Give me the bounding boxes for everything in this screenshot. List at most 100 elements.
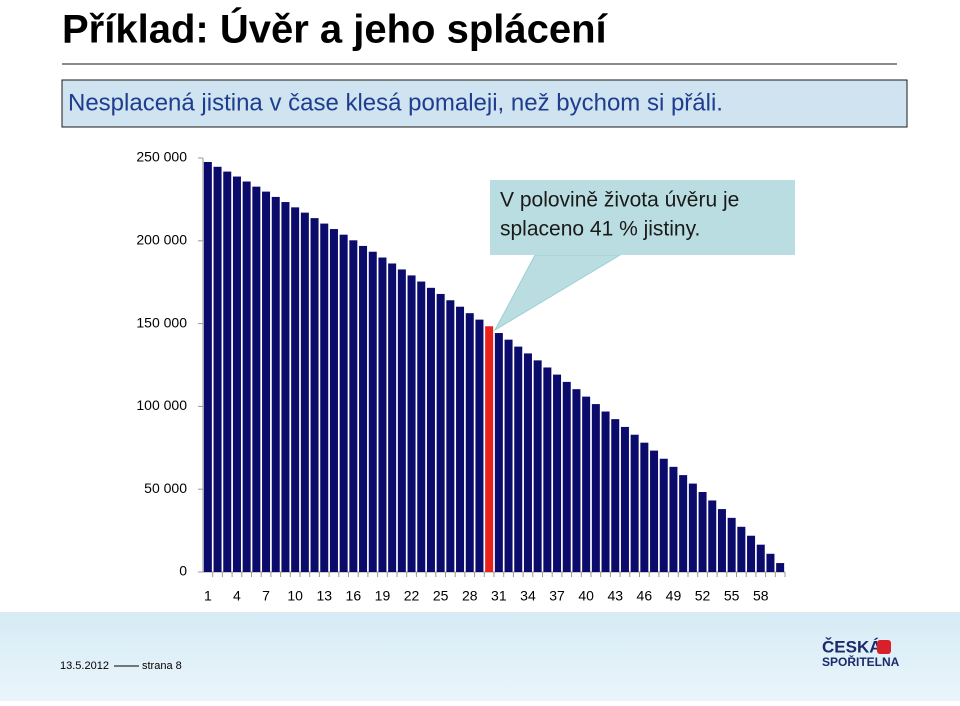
bar — [223, 171, 232, 572]
x-tick-label: 1 — [204, 588, 212, 604]
callout-line: splaceno 41 % jistiny. — [500, 218, 700, 241]
bar — [262, 191, 271, 572]
bar — [456, 306, 465, 572]
bar — [553, 374, 562, 572]
bar — [601, 411, 610, 572]
bar — [388, 263, 397, 572]
bar — [368, 251, 377, 572]
logo-line1: ČESKÁ — [822, 637, 882, 656]
plot: 0 50 000 100 000 150 000 200 000 250 000 1 4 7 10… — [136, 149, 786, 604]
x-tick-label: 58 — [753, 588, 769, 604]
bar — [320, 223, 329, 572]
y-tick-label: 100 000 — [136, 397, 187, 413]
bar — [485, 326, 494, 572]
x-tick-label: 28 — [462, 588, 478, 604]
bar — [708, 500, 717, 572]
bar — [300, 212, 309, 572]
bar — [650, 450, 659, 572]
x-tick-label: 4 — [233, 588, 241, 604]
bar — [436, 293, 445, 572]
x-tick-label: 19 — [375, 588, 391, 604]
bar — [727, 517, 736, 572]
bar — [291, 207, 300, 572]
x-tick-label: 49 — [666, 588, 682, 604]
bar — [688, 483, 697, 572]
bar — [407, 275, 416, 572]
logo-icon — [877, 640, 891, 654]
bar — [329, 229, 338, 572]
x-tick-label: 7 — [262, 588, 270, 604]
bar — [562, 381, 571, 572]
x-tick-label: 22 — [404, 588, 420, 604]
bar — [698, 492, 707, 572]
x-tick-label: 52 — [695, 588, 711, 604]
bar — [417, 281, 426, 572]
bar — [582, 396, 591, 572]
x-tick-label: 25 — [433, 588, 449, 604]
bar — [252, 186, 261, 572]
bar — [523, 353, 532, 572]
bar — [756, 544, 765, 572]
callout-box — [490, 180, 795, 255]
x-tick-label: 34 — [520, 588, 536, 604]
bar — [611, 419, 620, 572]
logo-line2: SPOŘITELNA — [822, 654, 900, 669]
x-tick-label: 37 — [549, 588, 565, 604]
bar — [203, 161, 212, 572]
y-tick-label: 200 000 — [136, 232, 187, 248]
bar — [572, 389, 581, 572]
bar — [475, 319, 484, 572]
bar — [679, 475, 688, 572]
x-tick-label: 16 — [346, 588, 362, 604]
bar — [397, 269, 406, 572]
x-tick-label: 40 — [578, 588, 594, 604]
bar — [446, 300, 455, 572]
x-tick-label: 43 — [607, 588, 623, 604]
bar — [543, 367, 552, 572]
bar — [281, 202, 290, 572]
slide-title: Příklad: Úvěr a jeho splácení — [62, 6, 609, 52]
bar — [339, 234, 348, 573]
x-tick-label: 31 — [491, 588, 507, 604]
bar — [310, 218, 319, 572]
bar — [669, 466, 678, 572]
x-tick-label: 10 — [287, 588, 303, 604]
bar — [640, 442, 649, 572]
bar — [776, 563, 785, 572]
y-tick-label: 250 000 — [136, 149, 187, 165]
bar — [659, 458, 668, 572]
bar — [378, 257, 387, 572]
bar — [232, 176, 241, 573]
bar — [242, 181, 251, 572]
footer-page: strana 8 — [142, 660, 182, 672]
bar — [630, 434, 639, 572]
y-tick-label: 0 — [179, 563, 187, 579]
bar — [349, 240, 358, 572]
bar — [213, 166, 222, 572]
x-tick-label: 55 — [724, 588, 740, 604]
footer-date: 13.5.2012 — [60, 660, 109, 672]
y-tick-label: 150 000 — [136, 314, 187, 330]
bar — [504, 339, 513, 572]
bar — [747, 535, 756, 572]
footer-band — [0, 612, 960, 701]
subtitle-box — [61, 79, 908, 128]
bar — [271, 196, 280, 572]
x-tick-label: 13 — [316, 588, 332, 604]
bar — [737, 526, 746, 572]
bar — [717, 509, 726, 572]
x-tick-label: 46 — [637, 588, 653, 604]
bar — [591, 404, 600, 572]
bar — [494, 333, 503, 572]
subtitle: Nesplacená jistina v čase klesá pomaleji… — [68, 89, 723, 116]
callout-line: V polovině života úvěru je — [500, 189, 739, 212]
bar — [426, 287, 435, 572]
bar — [359, 245, 368, 572]
y-tick-label: 50 000 — [144, 480, 187, 496]
bar — [533, 360, 542, 572]
bar — [766, 553, 775, 572]
bar — [620, 426, 629, 572]
bar — [514, 346, 523, 572]
bar — [465, 313, 474, 572]
